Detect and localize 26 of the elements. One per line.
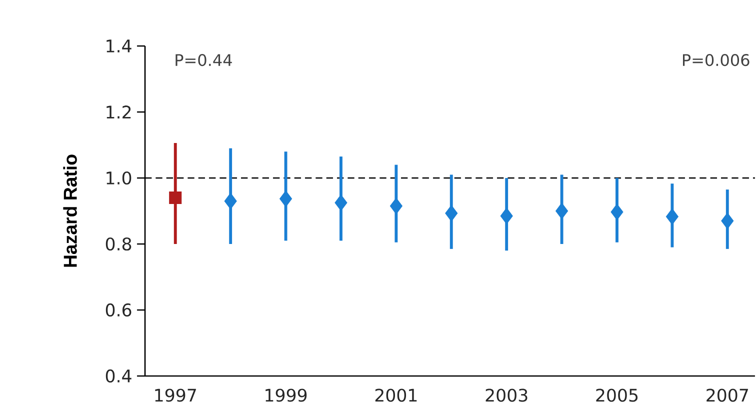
y-tick-label: 1.4 [106, 40, 132, 52]
x-tick-label: 1997 [155, 388, 196, 402]
x-tick-label: 1999 [266, 388, 307, 402]
y-axis-title: Hazard Ratio [63, 154, 77, 267]
point [445, 205, 458, 222]
x-tick-label: 2007 [706, 388, 748, 402]
point [500, 208, 513, 224]
y-tick-label: 1.2 [106, 106, 131, 118]
y-tick-label: 0.6 [106, 303, 132, 317]
point [721, 212, 734, 230]
point [556, 202, 568, 220]
x-tick-label: 2005 [596, 388, 638, 402]
x-tick-label: 2001 [375, 388, 417, 402]
annotation: P=0.44 [176, 54, 232, 66]
annotation: P=0.006 [682, 54, 750, 66]
point [169, 192, 182, 204]
point [224, 192, 237, 210]
point [390, 198, 402, 214]
point [666, 208, 678, 225]
point [280, 190, 292, 208]
y-tick-label: 1.0 [106, 171, 132, 185]
x-tick-label: 2003 [486, 388, 528, 402]
point [610, 204, 624, 220]
point [334, 194, 348, 212]
y-tick-label: 0.8 [106, 237, 132, 251]
y-tick-label: 0.4 [106, 369, 132, 383]
